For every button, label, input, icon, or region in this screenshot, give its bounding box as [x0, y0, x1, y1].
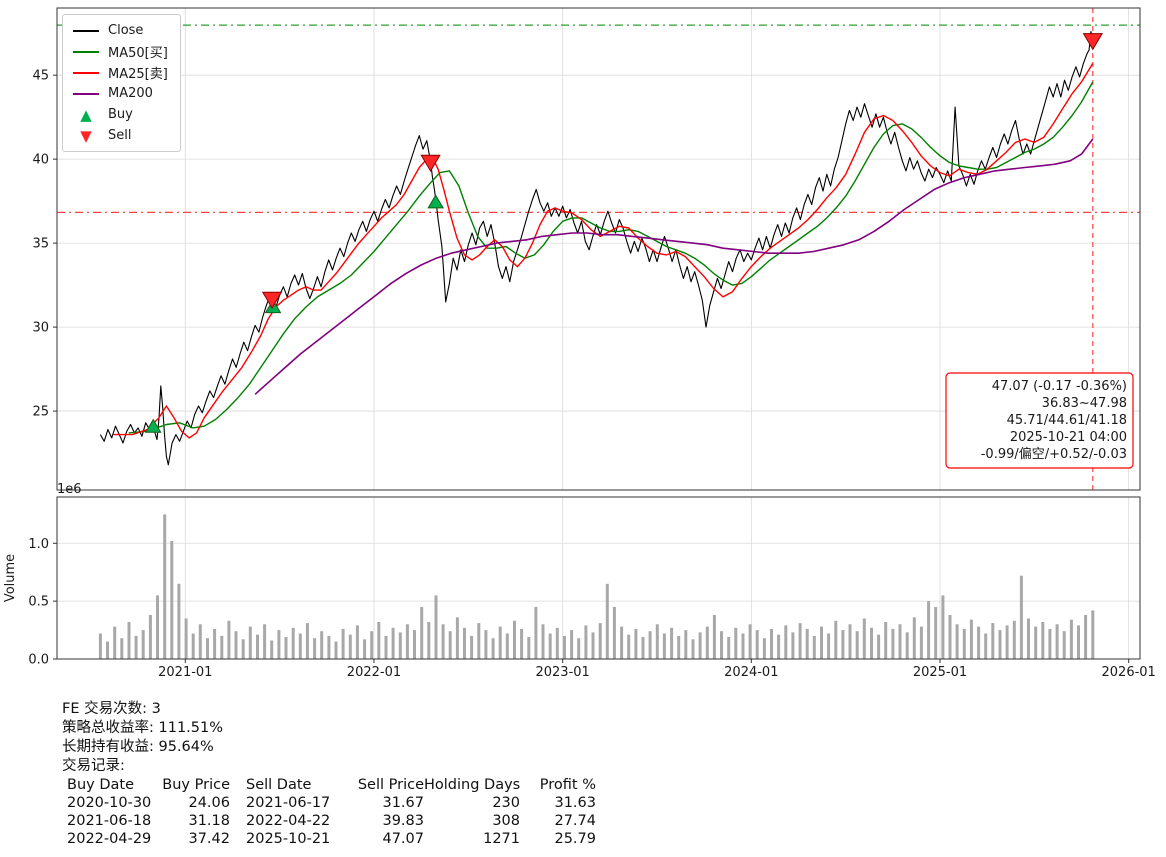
sell-marker: [261, 291, 283, 310]
trade-cell: 2021-06-18: [67, 813, 152, 829]
ma200-line: [254, 138, 1094, 395]
buy-marker: [144, 418, 162, 433]
volume-offset-label: 1e6: [57, 482, 82, 497]
legend-line-swatch: [73, 92, 99, 95]
legend-item-2: MA50[买]: [73, 43, 168, 61]
sell-marker: [1082, 33, 1104, 51]
chart-legend: Close MA50[买] MA25[卖] MA200 ▲ Buy ▼ Sell: [62, 14, 181, 152]
trade-table-header: Buy Date Buy Price Sell Date Sell Price Hold…: [62, 776, 596, 794]
trade-header-cell: Sell Price: [357, 777, 424, 793]
trade-cell: 47.07: [382, 831, 424, 847]
legend-line-swatch: [73, 71, 99, 74]
trade-row: 2022-04-29 37.42 2025-10-21 47.07 1271 25.79: [62, 830, 596, 848]
trade-cell: 37.42: [188, 831, 230, 847]
legend-label: MA25[卖]: [108, 67, 168, 82]
volume-tick-label: 0.5: [28, 595, 49, 610]
x-tick-label: 2023-01: [535, 665, 589, 680]
axis-labels: 25 30 35 40 45 0.0 0.5 1.0 2021-01 2022-01 2023-01…: [3, 69, 1156, 680]
legend-item-5: ▲ Buy: [73, 106, 168, 123]
trade-count-line: FE 交易次数: 3: [62, 701, 161, 717]
sell-triangle-icon: ▼: [80, 126, 92, 145]
legend-item-4: MA200: [73, 85, 168, 102]
trade-header-cell: Buy Price: [162, 777, 230, 793]
trade-header-cell: Buy Date: [67, 777, 134, 793]
trade-cell: 2021-06-17: [246, 795, 331, 811]
legend-label: MA200: [108, 86, 153, 101]
ma25-line: [113, 63, 1094, 439]
x-tick-label: 2022-01: [347, 665, 401, 680]
trade-cell: 230: [492, 795, 520, 811]
volume-bars: [98, 514, 1095, 659]
close-line: [99, 30, 1094, 466]
threshold-lines: [57, 8, 1140, 490]
trade-cell: 2020-10-30: [67, 795, 152, 811]
price-tick-label: 25: [32, 405, 49, 420]
trade-cell: 31.63: [554, 795, 596, 811]
price-tick-label: 35: [32, 237, 49, 252]
volume-plot-frame: [56, 496, 1141, 660]
trade-cell: 308: [492, 813, 520, 829]
trade-cell: 24.06: [188, 795, 230, 811]
quote-annotation-line: -0.99/偏空/+0.52/-0.03: [981, 447, 1127, 462]
chart-svg: 47.07 (-0.17 -0.36%) 36.83~47.98 45.71/44.…: [3, 7, 1156, 680]
strategy-return-line: 策略总收益率: 111.51%: [62, 720, 224, 736]
quote-annotation-line: 2025-10-21 04:00: [1010, 430, 1127, 445]
grid-lines: [57, 8, 1140, 659]
legend-line-swatch: [73, 29, 99, 32]
chart-figure: 47.07 (-0.17 -0.36%) 36.83~47.98 45.71/44.…: [3, 7, 1156, 680]
quote-annotation-line: 47.07 (-0.17 -0.36%): [992, 379, 1127, 394]
legend-item-6: ▼ Sell: [73, 127, 168, 144]
quote-annotation-box: [945, 372, 1134, 469]
trade-row: 2020-10-30 24.06 2021-06-17 31.67 230 31.63: [62, 794, 596, 812]
legend-line-swatch: [73, 50, 99, 53]
volume-tick-label: 1.0: [28, 537, 49, 552]
trade-cell: 25.79: [554, 831, 596, 847]
trade-cell: 2025-10-21: [246, 831, 331, 847]
trade-cell: 31.18: [188, 813, 230, 829]
trade-table: Buy Date Buy Price Sell Date Sell Price Hold…: [62, 776, 596, 848]
trade-cell: 31.67: [382, 795, 424, 811]
trade-header-cell: Sell Date: [246, 777, 312, 793]
quote-annotation: 47.07 (-0.17 -0.36%) 36.83~47.98 45.71/44.…: [945, 372, 1134, 469]
x-tick-label: 2021-01: [158, 665, 212, 680]
sell-marker: [420, 154, 441, 172]
volume-tick-label: 0.0: [28, 653, 49, 668]
legend-item-3: MA25[卖]: [73, 64, 168, 82]
trade-cell: 1271: [483, 831, 520, 847]
legend-label: Sell: [108, 128, 132, 143]
x-tick-label: 2024-01: [724, 665, 778, 680]
trade-cell: 27.74: [554, 813, 596, 829]
price-tick-label: 40: [32, 153, 49, 168]
price-tick-label: 30: [32, 321, 49, 336]
trade-cell: 2022-04-22: [246, 813, 331, 829]
trade-records-label: 交易记录:: [62, 758, 125, 774]
buy-triangle-icon: ▲: [80, 105, 92, 124]
ma50-line: [128, 81, 1094, 434]
x-tick-label: 2026-01: [1102, 665, 1156, 680]
trade-row: 2021-06-18 31.18 2022-04-22 39.83 308 27.74: [62, 812, 596, 830]
price-plot-frame: [56, 7, 1141, 491]
legend-label: MA50[买]: [108, 46, 168, 61]
x-tick-label: 2025-01: [913, 665, 967, 680]
trade-header-cell: Holding Days: [424, 777, 521, 793]
price-tick-label: 45: [32, 69, 49, 84]
hold-return-line: 长期持有收益: 95.64%: [62, 739, 214, 755]
quote-annotation-line: 36.83~47.98: [1042, 396, 1127, 411]
trade-cell: 39.83: [382, 813, 424, 829]
legend-item-1: Close: [73, 22, 168, 39]
trade-markers: [144, 33, 1104, 433]
legend-label: Close: [108, 23, 144, 38]
trade-header-cell: Profit %: [539, 777, 596, 793]
trade-cell: 2022-04-29: [67, 831, 152, 847]
buy-marker: [427, 194, 444, 209]
quote-annotation-line: 45.71/44.61/41.18: [1007, 413, 1127, 428]
volume-ylabel: Volume: [3, 554, 18, 602]
legend-label: Buy: [108, 107, 133, 122]
summary-block: FE 交易次数: 3 策略总收益率: 111.51% 长期持有收益: 95.64…: [62, 700, 596, 848]
price-series: [99, 30, 1094, 466]
